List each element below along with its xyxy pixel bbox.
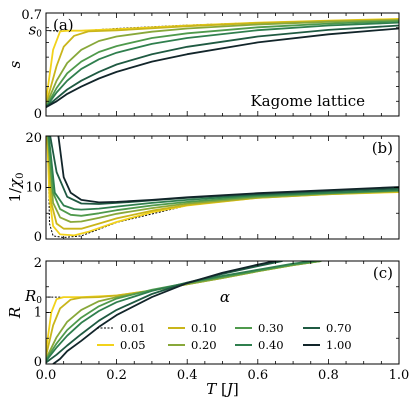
series-line-0.40 [47,136,399,211]
legend-label: 1.00 [326,338,352,352]
panel-b: 0 10 20 1/χ0 (b) [6,131,400,245]
x-tick-label: 0.8 [318,368,339,383]
x-tick-label: 0.2 [106,368,127,383]
legend: α 0.01 0.05 0.10 0.20 0.30 0.40 0.70 1.00 [97,288,352,352]
series-group [46,136,399,238]
series-line-1.00 [57,136,399,204]
series-line-0.70 [46,24,399,108]
panel-a: 0 0.7s0 s (a) Kagome lattice [6,8,400,122]
legend-label: 0.01 [120,321,146,335]
series-group [46,18,399,108]
series-line-0.40 [46,261,315,362]
y-tick-label: 0 [34,107,42,122]
legend-label: 0.40 [258,338,284,352]
series-line-1.00 [46,27,399,108]
series-line-0.40 [46,21,399,108]
legend-title: α [220,288,230,306]
panel-label: (a) [53,16,74,34]
y-axis-label: 1/χ0 [6,172,26,202]
panel-label: (b) [372,139,393,157]
legend-label: 0.70 [326,321,352,335]
y-tick-label-special: s0 [29,21,43,40]
y-tick-label-special: R0 [24,287,42,306]
series-line-0.70 [46,261,283,364]
x-tick-label: 1.0 [389,368,410,383]
y-tick-label: 10 [25,181,42,196]
series-line-0.10 [46,18,399,105]
series-line-0.30 [46,20,399,108]
y-tick-label: 1 [34,306,42,321]
legend-label: 0.20 [191,338,217,352]
x-tick-label: 0.6 [247,368,268,383]
panel-label: (c) [373,264,393,282]
series-line-0.01 [47,136,399,238]
x-tick-label: 0.4 [177,368,198,383]
series-line-1.00 [52,261,276,364]
legend-label: 0.30 [258,321,284,335]
legend-label: 0.10 [191,321,217,335]
y-tick-label: 20 [25,131,42,146]
series-line-0.20 [46,136,399,223]
y-tick-label: 0 [34,230,42,245]
series-group [46,261,322,364]
y-tick-label: 0 [34,355,42,370]
x-tick-label: 0.0 [36,368,57,383]
series-line-0.20 [46,19,399,107]
series-line-0.10 [46,136,399,230]
series-line-0.70 [49,136,399,205]
annotation-text: Kagome lattice [250,92,365,110]
y-tick-label: 2 [34,256,42,271]
series-line-0.30 [47,136,399,217]
y-axis-label: R [6,307,24,319]
x-axis-label: T [J] [206,380,239,398]
series-line-0.05 [46,136,399,237]
series-line-0.30 [46,261,322,361]
legend-label: 0.05 [120,338,146,352]
y-axis-label: s [6,60,24,68]
y-tick-label: 0.7 [21,8,42,23]
